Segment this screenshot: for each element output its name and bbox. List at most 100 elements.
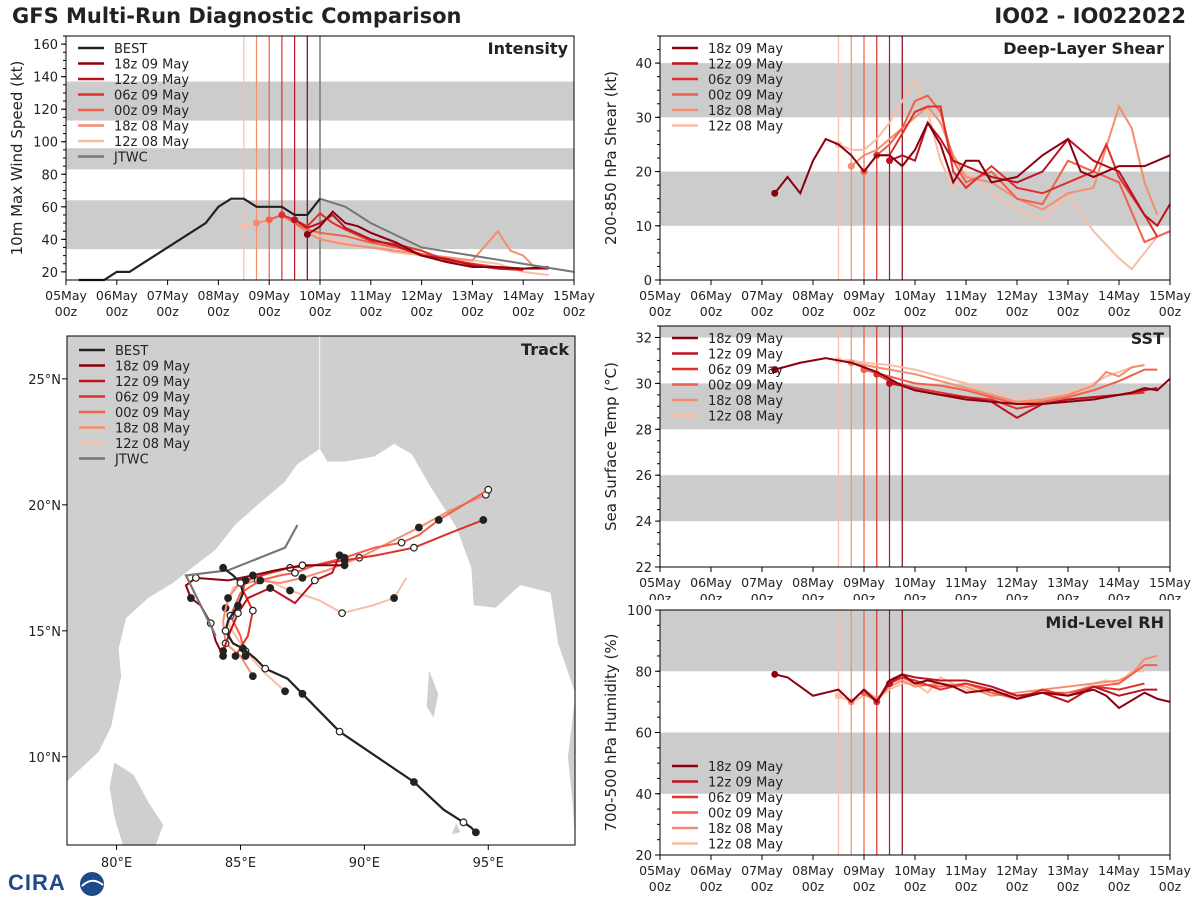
x-tick-label: 12May [996, 863, 1038, 878]
y-tick-label: 24 [635, 515, 652, 530]
land-thailand [567, 693, 575, 845]
legend-label: JTWC [114, 453, 149, 468]
x-tick-label-time: 00z [853, 591, 876, 600]
legend-label: 06z 09 May [114, 89, 189, 104]
track-point [471, 828, 480, 837]
x-tick-label: 15May [553, 288, 595, 303]
series-start-marker [265, 216, 273, 224]
best-line [78, 197, 321, 282]
series-line-3 [863, 94, 1171, 244]
x-tick-label-time: 00z [649, 304, 672, 319]
x-tick-label: 06May [690, 575, 732, 590]
legend-label: BEST [114, 42, 147, 57]
y-tick-label: 20 [41, 266, 58, 281]
series-start-marker [886, 157, 893, 165]
x-tick-label-time: 00z [1057, 879, 1080, 894]
series-start-marker [291, 216, 299, 224]
lon-tick-label: 95°E [473, 856, 504, 871]
x-tick-label-time: 00z [751, 591, 774, 600]
x-tick-label: 13May [1047, 288, 1089, 303]
x-tick-label-time: 00z [853, 304, 876, 319]
x-tick-label-time: 00z [649, 591, 672, 600]
y-axis-label: Sea Surface Temp (°C) [602, 362, 620, 531]
x-tick-label: 08May [198, 288, 240, 303]
x-tick-label-time: 00z [904, 591, 927, 600]
y-tick-label: 40 [635, 788, 652, 803]
legend-label: 00z 09 May [115, 406, 190, 421]
land-srilanka [108, 761, 165, 845]
legend-label: 18z 08 May [708, 104, 783, 119]
x-tick-label: 10May [299, 288, 341, 303]
track-point [187, 594, 195, 602]
x-tick-label: 08May [792, 863, 834, 878]
series-start-marker [847, 162, 855, 170]
x-tick-label-time: 00z [1057, 591, 1080, 600]
x-tick-label: 12May [996, 575, 1038, 590]
cira-logo: CIRA [6, 870, 106, 898]
map-frame [66, 335, 576, 846]
x-tick-label: 07May [741, 863, 783, 878]
track-point [191, 574, 200, 582]
series-start-marker [278, 211, 286, 219]
shaded-band [660, 732, 1170, 794]
x-tick-label: 13May [1047, 575, 1089, 590]
y-axis-label: 10m Max Wind Speed (kt) [8, 61, 26, 256]
track-point [338, 609, 346, 618]
x-tick-label: 13May [1047, 863, 1089, 878]
series-line-4 [851, 361, 1145, 403]
land-bangladesh-myanmar [319, 336, 575, 694]
x-tick-label-time: 00z [461, 304, 484, 319]
panel-title: Track [521, 340, 569, 359]
x-tick-label: 07May [741, 575, 783, 590]
x-tick-label: 14May [1098, 575, 1140, 590]
x-tick-label-time: 00z [410, 304, 433, 319]
legend-label: 18z 09 May [708, 760, 783, 775]
legend-label: 12z 08 May [114, 135, 189, 150]
x-tick-label: 11May [945, 863, 987, 878]
legend-label: 12z 08 May [708, 838, 783, 853]
x-tick-label: 14May [502, 288, 544, 303]
x-tick-label: 09May [843, 575, 885, 590]
series-start-marker [835, 692, 842, 700]
track-point [340, 561, 349, 570]
x-tick-label-time: 00z [360, 304, 383, 319]
intensity-chart: 2040608010012014016005May00z06May00z07Ma… [8, 35, 595, 319]
track-point [234, 601, 242, 610]
x-tick-label: 12May [401, 288, 443, 303]
shear-chart: 01020304005May00z06May00z07May00z08May00… [602, 35, 1191, 319]
y-tick-label: 100 [33, 136, 58, 151]
y-tick-label: 20 [635, 166, 652, 181]
panel-title: SST [1131, 329, 1164, 348]
x-tick-label-time: 00z [700, 591, 723, 600]
x-tick-label-time: 00z [904, 304, 927, 319]
lat-tick-label: 25°N [28, 373, 61, 388]
legend-label: 18z 09 May [708, 332, 783, 347]
series-line-0 [773, 120, 1171, 196]
series-line-1 [888, 673, 1158, 703]
x-tick-label: 11May [945, 575, 987, 590]
x-tick-label: 09May [843, 863, 885, 878]
x-tick-label-time: 00z [1006, 879, 1029, 894]
track-point [248, 606, 257, 615]
y-tick-label: 0 [644, 274, 652, 289]
x-tick-label: 06May [690, 288, 732, 303]
x-tick-label: 05May [639, 863, 681, 878]
storm-id: IO02 - IO022022 [994, 4, 1186, 28]
x-tick-label: 09May [248, 288, 290, 303]
legend-label: 06z 09 May [708, 791, 783, 806]
series-line-2 [281, 211, 524, 272]
x-tick-label: 14May [1098, 863, 1140, 878]
x-tick-label: 13May [452, 288, 494, 303]
track-point [335, 727, 344, 736]
page-title: GFS Multi-Run Diagnostic Comparison [12, 4, 462, 28]
track-point [231, 652, 240, 660]
series-line-0 [774, 357, 1171, 406]
track-point [414, 523, 423, 532]
legend-label: JTWC [113, 151, 148, 166]
legend-label: 18z 08 May [708, 822, 783, 837]
x-tick-label-time: 00z [207, 304, 230, 319]
x-tick-label-time: 00z [1108, 591, 1131, 600]
lon-tick-label: 90°E [349, 856, 380, 871]
y-tick-label: 20 [635, 849, 652, 864]
track-point [410, 543, 418, 552]
